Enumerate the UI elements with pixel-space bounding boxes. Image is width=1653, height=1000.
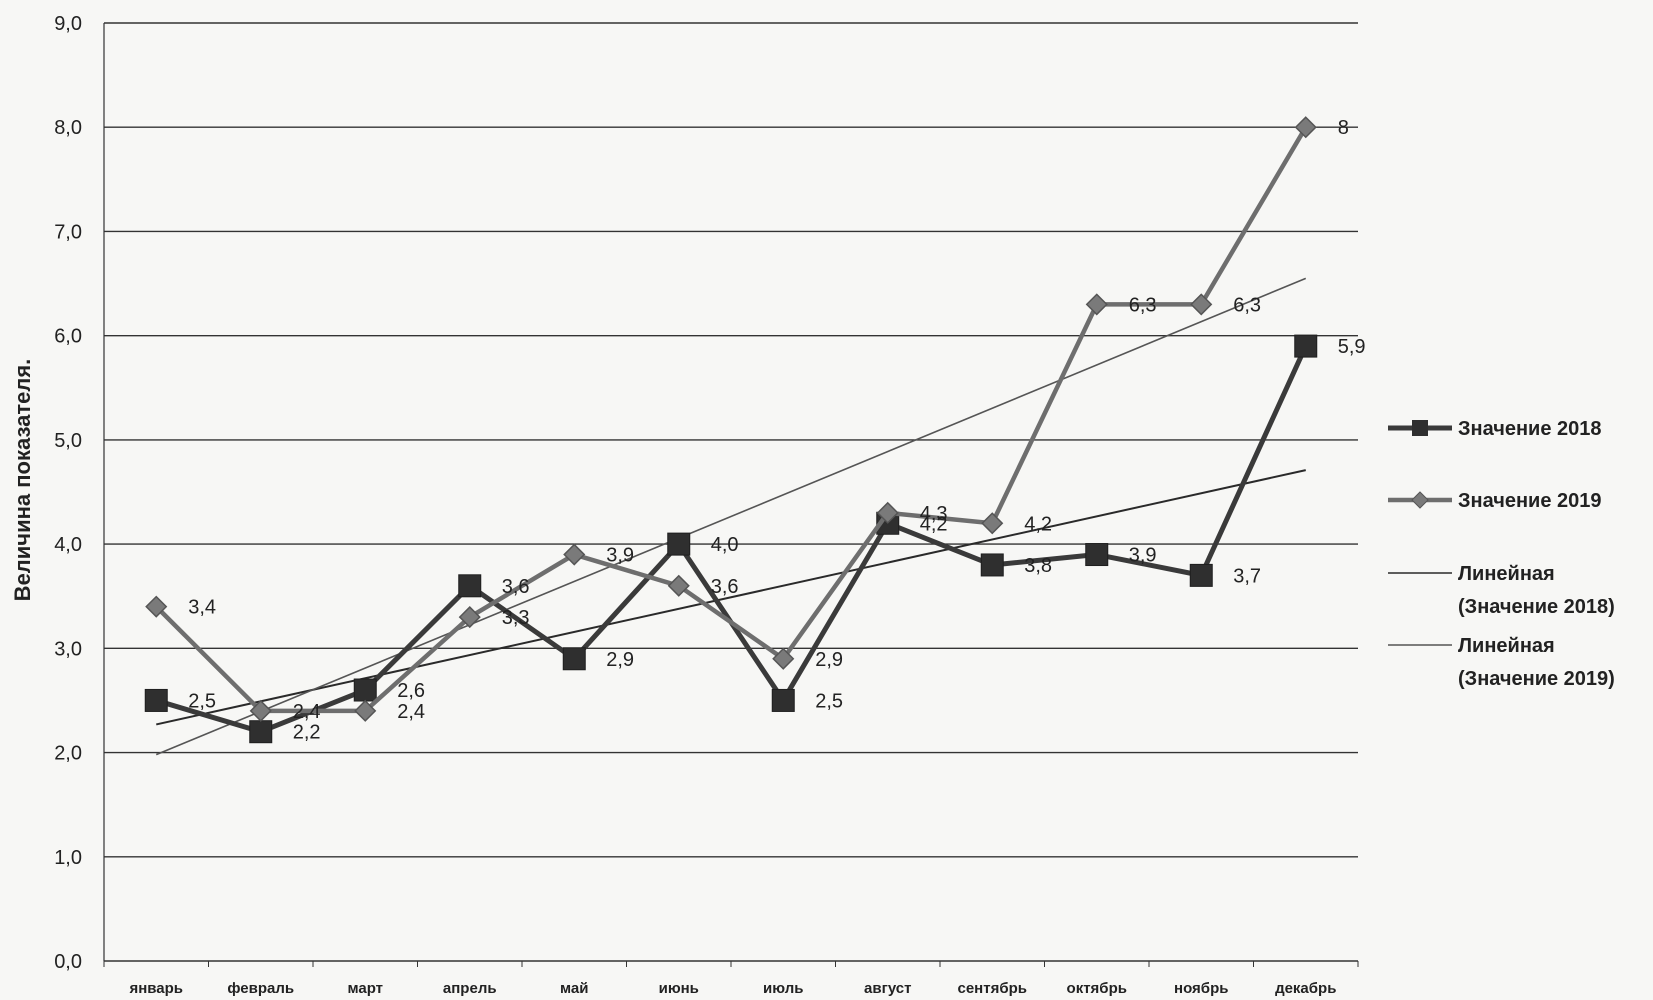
y-tick-label: 5,0 [54,430,82,452]
data-point [772,647,795,670]
data-point [144,688,168,712]
trendline [156,469,1306,726]
data-point [1085,293,1108,316]
x-tick-label: ноябрь [1174,980,1228,997]
data-label: 3,3 [502,607,530,629]
data-label: 5,9 [1338,336,1366,358]
x-tick-label: март [347,980,383,997]
y-tick-label: 9,0 [54,13,82,35]
data-point [145,595,168,618]
x-tick-label: апрель [443,980,497,997]
legend-label: Значение 2018 [1458,418,1602,440]
data-point [771,688,795,712]
data-label: 3,9 [1129,545,1157,567]
data-label: 3,6 [502,576,530,598]
grid-lines [103,22,1359,967]
legend-label: Линейная [1458,635,1555,657]
x-tick-label: май [560,980,588,997]
data-point [354,699,377,722]
data-point [353,678,377,702]
legend-label: Линейная [1458,563,1555,585]
y-tick-label: 0,0 [54,951,82,973]
data-label: 4,3 [920,503,948,525]
x-tick-label: февраль [227,980,294,997]
trendlines [155,277,1307,756]
data-point [1294,116,1317,139]
trendline [155,277,1307,756]
legend-label: Значение 2019 [1458,490,1602,512]
data-point [1085,543,1109,567]
data-label: 6,3 [1233,294,1261,316]
data-point [981,512,1004,535]
data-point [458,574,482,598]
data-label: 2,5 [815,690,843,712]
data-label: 4,0 [711,534,739,556]
x-tick-label: декабрь [1275,980,1336,997]
data-label: 2,9 [815,649,843,671]
y-tick-label: 7,0 [54,221,82,243]
legend-label: (Значение 2019) [1458,668,1615,690]
x-tick-label: январь [129,980,183,997]
data-label: 2,4 [293,701,321,723]
x-tick-label: июнь [659,980,699,997]
data-point [876,501,899,524]
data-point [1189,563,1213,587]
legend-label: (Значение 2018) [1458,596,1615,618]
y-tick-label: 8,0 [54,117,82,139]
y-axis-label: Величина показателя. [10,359,35,602]
data-label: 2,9 [606,649,634,671]
data-point [667,574,690,597]
data-point [249,720,273,744]
data-label: 2,5 [188,690,216,712]
y-tick-label: 6,0 [54,326,82,348]
data-label: 3,6 [711,576,739,598]
data-label: 2,4 [397,701,425,723]
legend-marker [1411,491,1429,509]
x-tick-label: октябрь [1067,980,1127,997]
data-label: 3,7 [1233,565,1261,587]
data-point [667,532,691,556]
data-label: 3,4 [188,597,216,619]
x-tick-label: август [864,980,911,997]
data-label: 4,2 [920,513,948,535]
legend: Значение 2018 Значение 2019 Линейная (Значе… [1388,418,1615,690]
data-point [562,647,586,671]
x-tick-label: июль [763,980,803,997]
y-tick-label: 2,0 [54,743,82,765]
x-axis-ticks: январь февраль март апрель май июнь июль август… [129,980,1336,997]
data-label: 3,9 [606,545,634,567]
data-point [563,543,586,566]
y-axis-ticks: 0,0 1,0 2,0 3,0 4,0 5,0 6,0 7,0 8,0 9,0 [54,13,82,973]
data-point [458,606,481,629]
data-label: 8 [1338,117,1349,139]
y-tick-label: 1,0 [54,847,82,869]
data-point [1190,293,1213,316]
data-label: 2,6 [397,680,425,702]
series-line [154,126,1308,714]
x-tick-label: сентябрь [958,980,1028,997]
data-point [980,553,1004,577]
series [144,116,1318,744]
y-tick-label: 3,0 [54,638,82,660]
data-point [249,699,272,722]
data-label: 3,8 [1024,555,1052,577]
y-tick-label: 4,0 [54,534,82,556]
data-point [1294,334,1318,358]
data-label: 6,3 [1129,294,1157,316]
legend-marker [1412,420,1428,436]
data-labels: 2,5 2,2 2,6 3,6 2,9 4,0 2,5 4,2 3,8 3,9 3,7 5,9 3,4 2… [188,117,1365,743]
data-label: 4,2 [1024,513,1052,535]
data-label: 2,2 [293,722,321,744]
